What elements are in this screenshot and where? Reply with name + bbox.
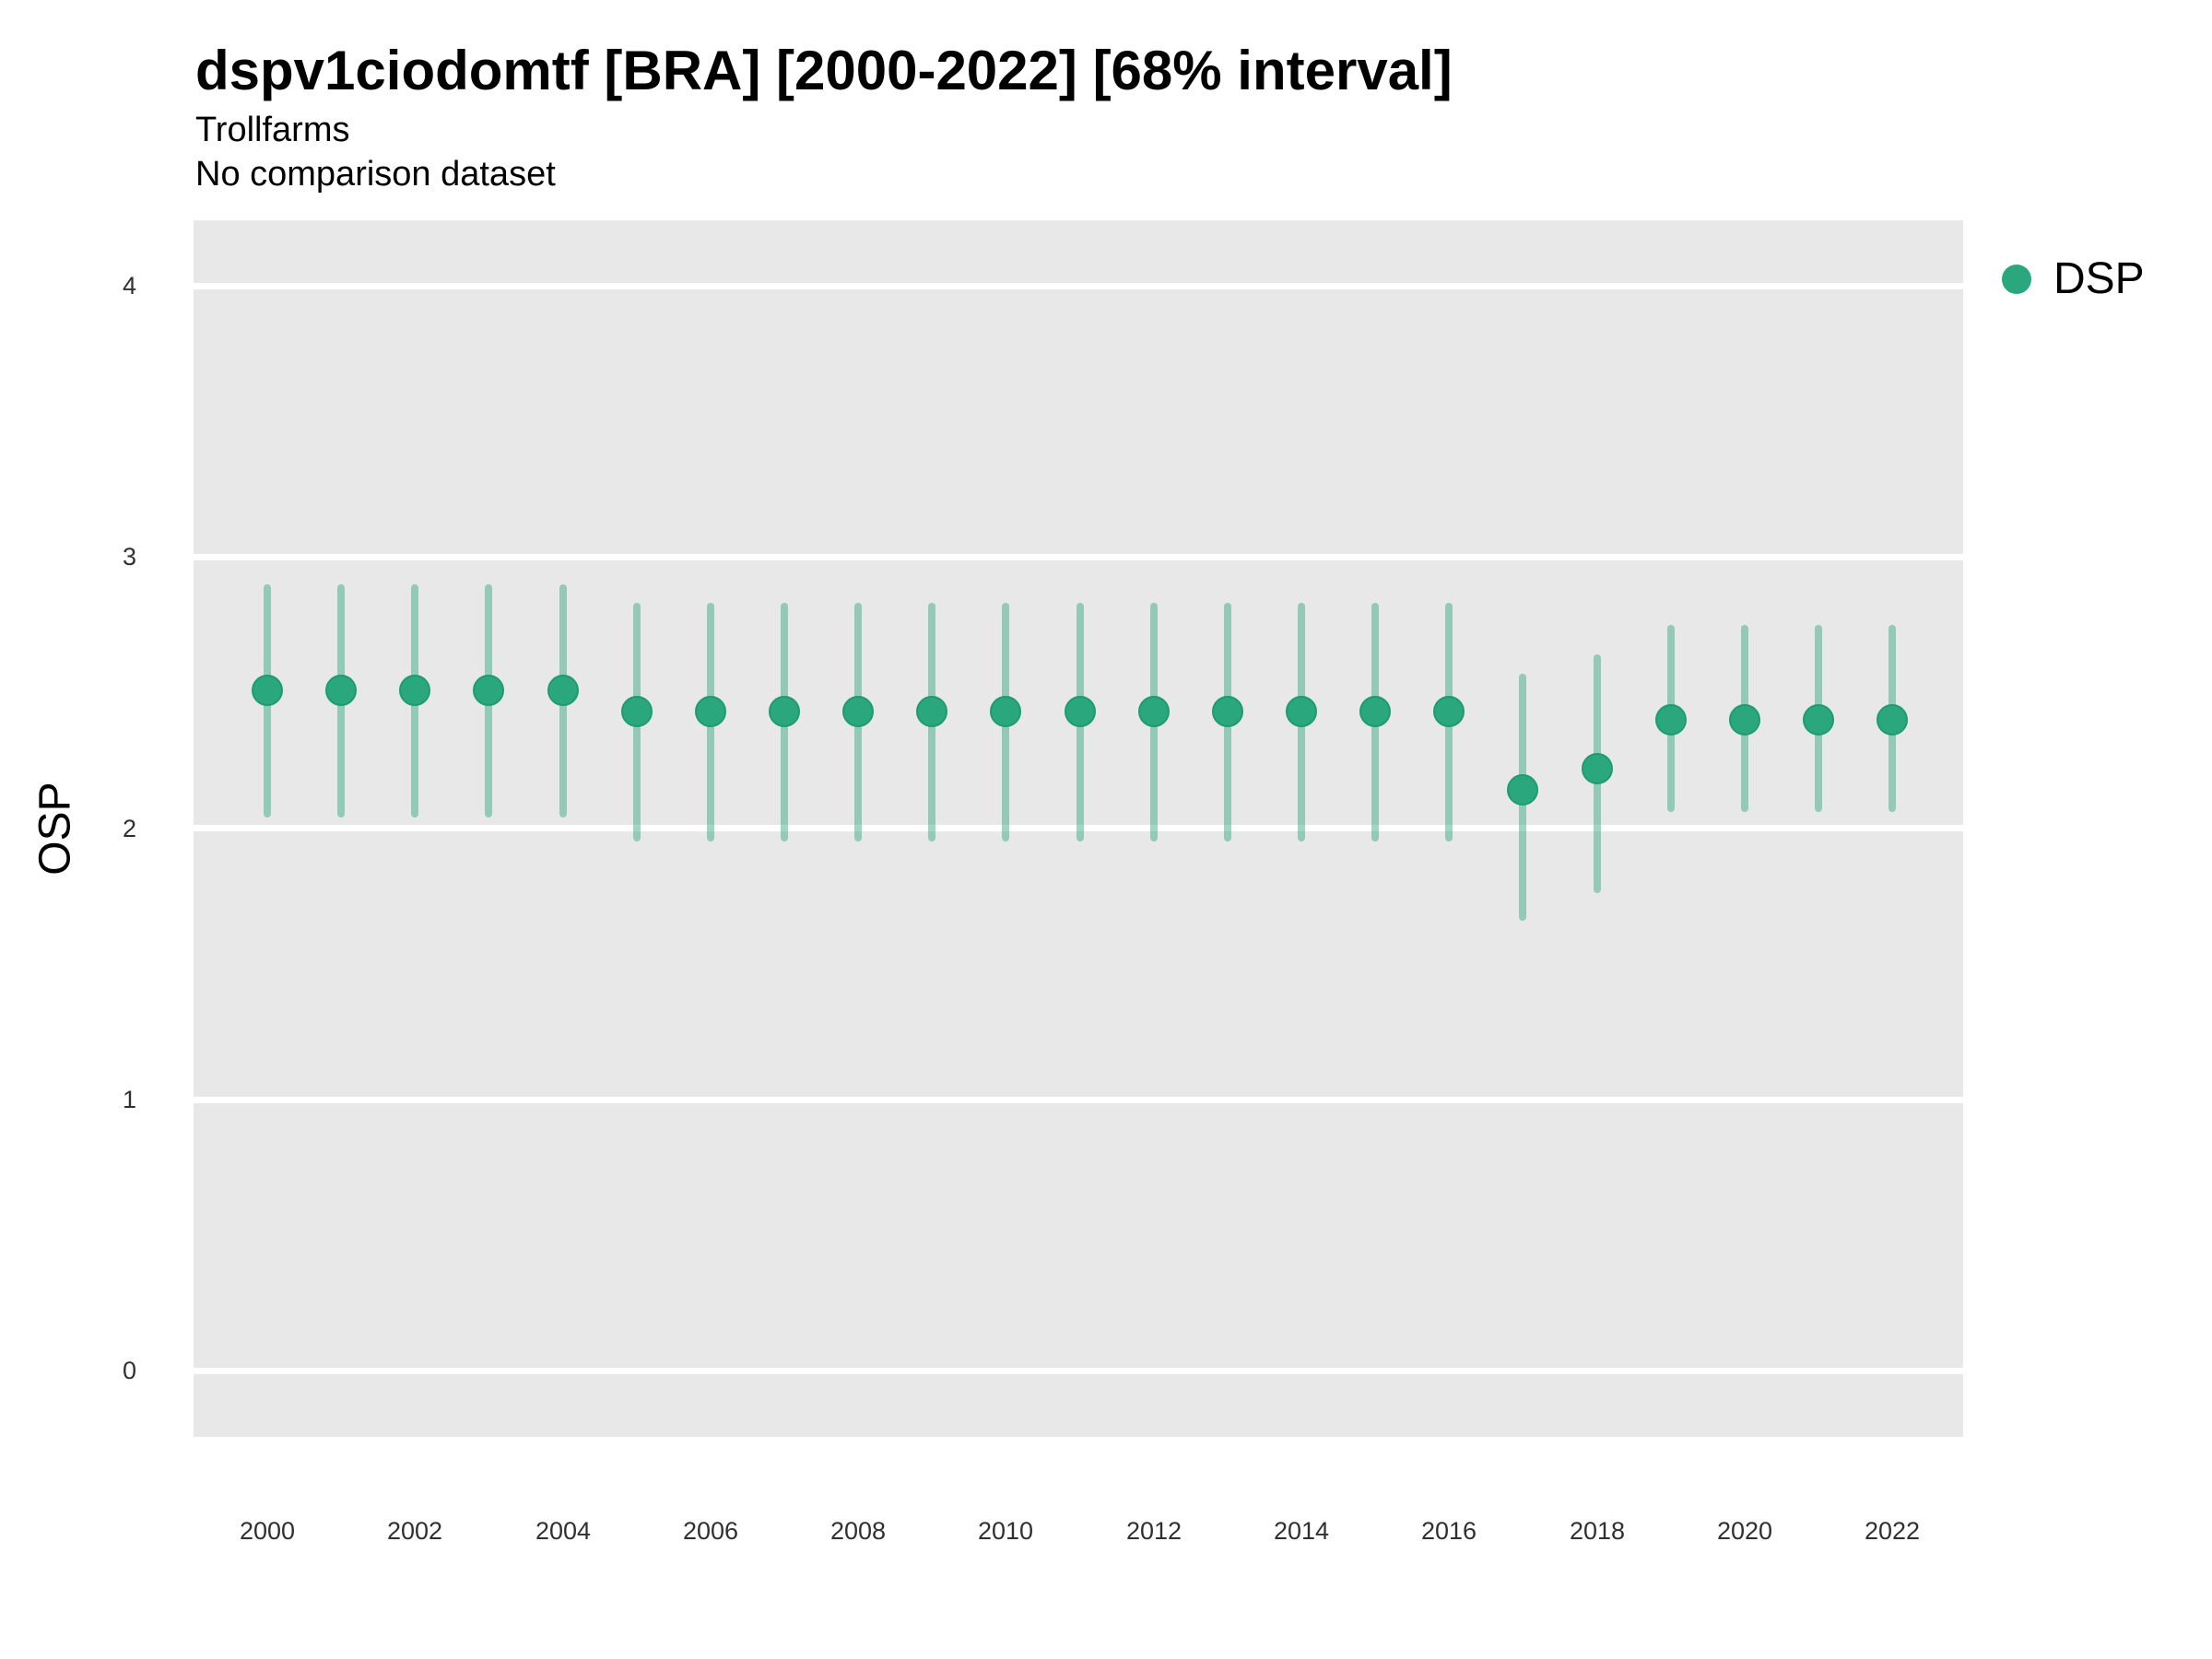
- data-point: [252, 675, 283, 706]
- data-point: [1286, 696, 1317, 727]
- data-point: [695, 696, 726, 727]
- data-point: [1507, 774, 1538, 806]
- y-tick-label: 1: [122, 1086, 136, 1113]
- data-point: [1803, 704, 1834, 735]
- data-point: [1655, 704, 1687, 735]
- data-point: [547, 675, 579, 706]
- x-tick-label: 2014: [1273, 1517, 1330, 1545]
- x-tick-label: 2004: [535, 1517, 592, 1545]
- chart-subtitle: Trollfarms: [195, 111, 350, 149]
- data-point: [842, 696, 874, 727]
- plot-panel: [194, 220, 1963, 1437]
- data-point: [1212, 696, 1243, 727]
- major-gridline: [194, 825, 1963, 831]
- major-gridline: [194, 283, 1963, 289]
- data-point: [325, 675, 357, 706]
- data-point: [769, 696, 800, 727]
- data-point: [916, 696, 947, 727]
- data-point: [990, 696, 1021, 727]
- x-tick-label: 2020: [1716, 1517, 1773, 1545]
- y-tick-label: 2: [122, 815, 136, 842]
- data-point: [1877, 704, 1908, 735]
- major-gridline: [194, 1097, 1963, 1103]
- major-gridline: [194, 554, 1963, 560]
- data-point: [1138, 696, 1170, 727]
- x-tick-label: 2006: [682, 1517, 739, 1545]
- y-tick-label: 4: [122, 272, 136, 300]
- y-tick-label: 0: [122, 1357, 136, 1384]
- data-point: [473, 675, 504, 706]
- x-tick-label: 2018: [1569, 1517, 1626, 1545]
- x-tick-label: 2000: [239, 1517, 296, 1545]
- legend-point-icon: [2002, 265, 2031, 294]
- x-tick-label: 2002: [386, 1517, 443, 1545]
- x-tick-label: 2016: [1420, 1517, 1477, 1545]
- data-point: [621, 696, 653, 727]
- data-point: [1359, 696, 1391, 727]
- comparison-note: No comparison dataset: [195, 155, 556, 194]
- x-tick-label: 2008: [830, 1517, 887, 1545]
- data-point: [1582, 753, 1613, 784]
- legend: DSP: [2002, 256, 2145, 302]
- legend-label: DSP: [2053, 254, 2145, 303]
- data-point: [1729, 704, 1760, 735]
- data-point: [1433, 696, 1465, 727]
- major-gridline: [194, 1368, 1963, 1374]
- data-point: [1065, 696, 1096, 727]
- chart-title: dspv1ciodomtf [BRA] [2000-2022] [68% int…: [195, 40, 1453, 101]
- y-tick-label: 3: [122, 543, 136, 571]
- x-tick-label: 2022: [1864, 1517, 1921, 1545]
- data-point: [399, 675, 430, 706]
- x-tick-label: 2012: [1125, 1517, 1182, 1545]
- x-tick-label: 2010: [977, 1517, 1034, 1545]
